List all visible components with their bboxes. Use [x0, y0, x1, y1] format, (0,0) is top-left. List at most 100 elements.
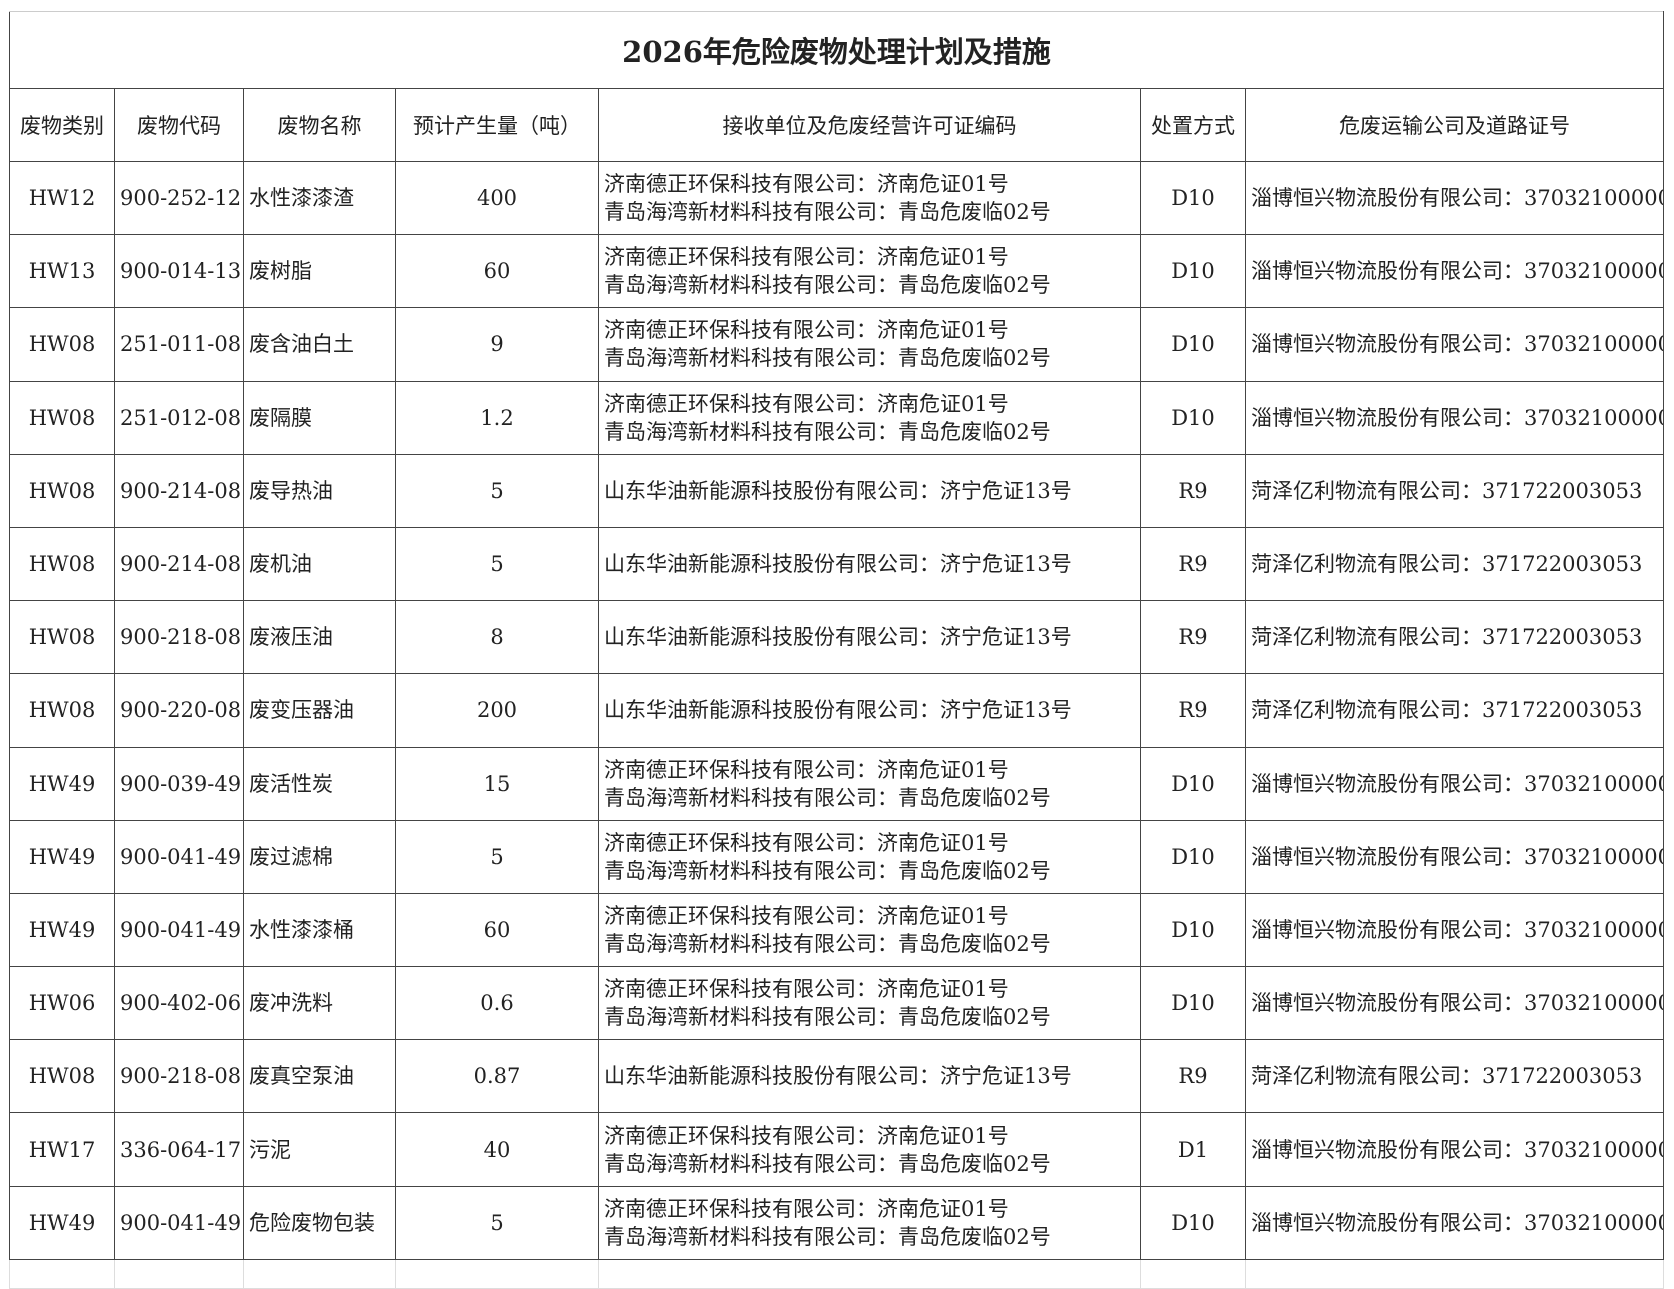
table-cell: HW49	[9, 892, 115, 968]
receiver-cell: 济南德正环保科技有限公司：济南危证01号青岛海湾新材料科技有限公司：青岛危废临0…	[598, 966, 1141, 1041]
empty-cell	[1244, 1258, 1665, 1289]
header-cell: 处置方式	[1140, 88, 1246, 162]
table-cell: HW08	[9, 600, 115, 675]
receiver-cell: 山东华油新能源科技股份有限公司：济宁危证13号	[598, 1039, 1141, 1114]
table-cell: 淄博恒兴物流股份有限公司：370321000002	[1244, 1185, 1665, 1260]
receiver-line: 济南德正环保科技有限公司：济南危证01号	[604, 1196, 1009, 1221]
receiver-line: 济南德正环保科技有限公司：济南危证01号	[604, 391, 1009, 416]
table-cell: 336-064-17	[114, 1112, 244, 1187]
table-cell: 废隔膜	[243, 380, 396, 455]
table-cell: D10	[1140, 966, 1246, 1041]
receiver-line: 青岛海湾新材料科技有限公司：青岛危废临02号	[604, 273, 1051, 298]
table-cell: HW08	[9, 307, 115, 382]
table-cell: 水性漆漆桶	[243, 892, 396, 968]
table-row: HW08 900-220-08 废变压器油 200 山东华油新能源科技股份有限公司：济宁…	[9, 673, 1665, 748]
table-cell: R9	[1140, 600, 1246, 675]
receiver-line: 青岛海湾新材料科技有限公司：青岛危废临02号	[604, 1224, 1051, 1249]
table-cell: D10	[1140, 307, 1246, 382]
table-cell: HW13	[9, 234, 115, 309]
receiver-cell: 济南德正环保科技有限公司：济南危证01号 青岛海湾新材料科技有限公司：青岛危废临0…	[598, 160, 1141, 236]
header-cell: 废物名称	[243, 88, 396, 162]
table-cell: 废液压油	[243, 600, 396, 675]
table-cell: R9	[1140, 453, 1246, 528]
receiver-cell: 济南德正环保科技有限公司：济南危证01号青岛海湾新材料科技有限公司：青岛危废临0…	[598, 234, 1141, 309]
empty-cell	[114, 1258, 244, 1289]
table-cell: D1	[1140, 1112, 1246, 1187]
table-row: HW08 900-214-08 废机油 5 山东华油新能源科技股份有限公司：济宁危证13…	[9, 526, 1665, 602]
table-cell: 菏泽亿利物流有限公司：371722003053	[1244, 600, 1665, 675]
table-cell: HW08	[9, 453, 115, 528]
header-cell: 废物代码	[114, 88, 244, 162]
receiver-line: 济南德正环保科技有限公司：济南危证01号	[604, 830, 1009, 855]
table-cell: HW49	[9, 819, 115, 894]
table-cell: 淄博恒兴物流股份有限公司：370321000002	[1244, 1112, 1665, 1187]
table-cell: 900-218-08	[114, 600, 244, 675]
table-cell: 淄博恒兴物流股份有限公司：370321000002	[1244, 746, 1665, 821]
table-row: HW08 900-218-08 废液压油 8 山东华油新能源科技股份有限公司：济宁危证1…	[9, 600, 1665, 675]
receiver-line: 济南德正环保科技有限公司：济南危证01号	[604, 245, 1009, 270]
receiver-line: 青岛海湾新材料科技有限公司：青岛危废临02号	[604, 200, 1051, 225]
table-cell: 900-218-08	[114, 1039, 244, 1114]
table-cell: 900-039-49	[114, 746, 244, 821]
table-cell: 淄博恒兴物流股份有限公司：370321000002	[1244, 966, 1665, 1041]
receiver-line: 山东华油新能源科技股份有限公司：济宁危证13号	[604, 698, 1072, 723]
table-cell: HW06	[9, 966, 115, 1041]
table-cell: 900-220-08	[114, 673, 244, 748]
table-cell: 40	[395, 1112, 599, 1187]
table-cell: 400	[395, 160, 599, 236]
table-row: HW08 900-214-08 废导热油 5 山东华油新能源科技股份有限公司：济宁危证1…	[9, 453, 1665, 528]
receiver-line: 济南德正环保科技有限公司：济南危证01号	[604, 1123, 1009, 1148]
table-cell: 废树脂	[243, 234, 396, 309]
table-cell: 900-041-49	[114, 819, 244, 894]
table-cell: HW12	[9, 160, 115, 236]
table-cell: R9	[1140, 1039, 1246, 1114]
empty-cell	[243, 1258, 396, 1289]
table-cell: 淄博恒兴物流股份有限公司：370321000002	[1244, 307, 1665, 382]
table-cell: 5	[395, 453, 599, 528]
header-cell: 接收单位及危废经营许可证编码	[598, 88, 1141, 162]
table-cell: 淄博恒兴物流股份有限公司：370321000002	[1244, 819, 1665, 894]
table-row: HW08 251-012-08 废隔膜 1.2 济南德正环保科技有限公司：济南危证01号…	[9, 380, 1665, 455]
table-cell: 900-402-06	[114, 966, 244, 1041]
empty-cell	[395, 1258, 599, 1289]
table-cell: HW08	[9, 1039, 115, 1114]
receiver-cell: 山东华油新能源科技股份有限公司：济宁危证13号	[598, 600, 1141, 675]
receiver-line: 济南德正环保科技有限公司：济南危证01号	[604, 903, 1009, 928]
table-cell: 水性漆漆渣	[243, 160, 396, 236]
receiver-line: 济南德正环保科技有限公司：济南危证01号	[604, 318, 1009, 343]
receiver-line: 青岛海湾新材料科技有限公司：青岛危废临02号	[604, 931, 1051, 956]
receiver-cell: 济南德正环保科技有限公司：济南危证01号 青岛海湾新材料科技有限公司：青岛危废临0…	[598, 1112, 1141, 1187]
receiver-cell: 济南德正环保科技有限公司：济南危证01号 青岛海湾新材料科技有限公司：青岛危废临0…	[598, 380, 1141, 455]
table-title: 2026年危险废物处理计划及措施	[8, 11, 1665, 89]
table-cell: 900-214-08	[114, 526, 244, 602]
table-cell: 淄博恒兴物流股份有限公司：370321000002	[1244, 160, 1665, 236]
table-cell: 5	[395, 819, 599, 894]
table-cell: D10	[1140, 160, 1246, 236]
receiver-line: 山东华油新能源科技股份有限公司：济宁危证13号	[604, 552, 1072, 577]
table-cell: 9	[395, 307, 599, 382]
table-cell: 8	[395, 600, 599, 675]
table-cell: 废冲洗料	[243, 966, 396, 1041]
receiver-cell: 济南德正环保科技有限公司：济南危证01号青岛海湾新材料科技有限公司：青岛危废临0…	[598, 819, 1141, 894]
receiver-line: 济南德正环保科技有限公司：济南危证01号	[604, 977, 1009, 1002]
table-cell: 废过滤棉	[243, 819, 396, 894]
receiver-line: 青岛海湾新材料科技有限公司：青岛危废临02号	[604, 1005, 1051, 1030]
table-cell: 废变压器油	[243, 673, 396, 748]
table-cell: 淄博恒兴物流股份有限公司：370321000002	[1244, 380, 1665, 455]
receiver-cell: 济南德正环保科技有限公司：济南危证01号 青岛海湾新材料科技有限公司：青岛危废临0…	[598, 746, 1141, 821]
table-cell: 251-011-08	[114, 307, 244, 382]
spreadsheet: 2026年危险废物处理计划及措施 废物类别 废物代码 废物名称 预计产生量（吨） 接收单…	[8, 11, 1665, 1289]
table-row: HW12 900-252-12 水性漆漆渣 400 济南德正环保科技有限公司：济南危证0…	[9, 160, 1665, 236]
table-cell: D10	[1140, 892, 1246, 968]
table-cell: 废活性炭	[243, 746, 396, 821]
receiver-line: 山东华油新能源科技股份有限公司：济宁危证13号	[604, 625, 1072, 650]
table-cell: 菏泽亿利物流有限公司：371722003053	[1244, 526, 1665, 602]
table-cell: HW08	[9, 380, 115, 455]
receiver-cell: 山东华油新能源科技股份有限公司：济宁危证13号	[598, 526, 1141, 602]
table-cell: 废机油	[243, 526, 396, 602]
table-cell: 60	[395, 234, 599, 309]
table-cell: 污泥	[243, 1112, 396, 1187]
table-row: HW06 900-402-06 废冲洗料 0.6 济南德正环保科技有限公司：济南危证01…	[9, 966, 1665, 1041]
table-cell: 5	[395, 1185, 599, 1260]
receiver-line: 青岛海湾新材料科技有限公司：青岛危废临02号	[604, 858, 1051, 883]
